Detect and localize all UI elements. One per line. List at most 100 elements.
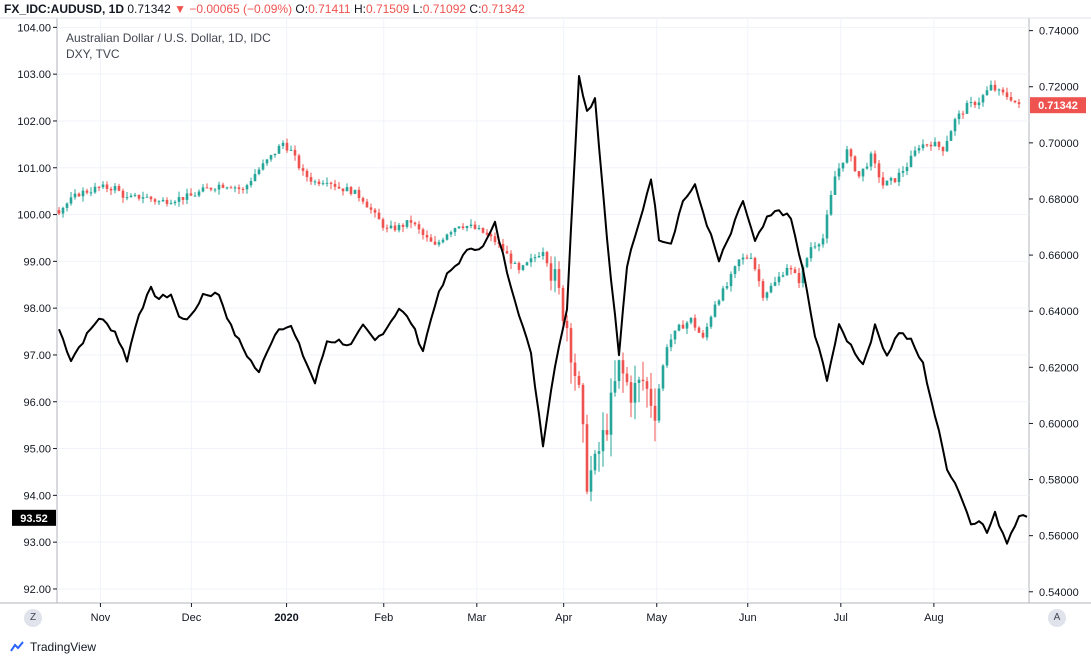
candle (593, 449, 597, 475)
candle (945, 135, 949, 153)
candle (853, 155, 857, 172)
time-tick-label: Feb (374, 612, 393, 624)
candle (689, 317, 693, 325)
zoom-button[interactable]: Z (24, 609, 42, 627)
candle (233, 185, 237, 193)
low-value: 0.71092 (422, 2, 467, 16)
candle (661, 364, 665, 392)
time-tick-label: Dec (182, 612, 202, 624)
candle (613, 360, 617, 397)
dxy-line (58, 75, 1028, 545)
candle (385, 224, 389, 233)
candle (537, 251, 541, 259)
symbol-header: FX_IDC:AUDUSD, 1D 0.71342 ▼ −0.00065 (−0… (4, 2, 525, 16)
candle (437, 239, 441, 247)
candle (781, 271, 785, 278)
candle (393, 221, 397, 232)
candle (369, 203, 373, 214)
candle (309, 172, 313, 185)
candle (597, 441, 601, 472)
candle (269, 154, 273, 162)
candle (657, 383, 661, 424)
candle (793, 266, 797, 274)
candle (713, 301, 717, 318)
high-label: H: (353, 2, 366, 16)
candle (505, 245, 509, 254)
right-tick-label: 0.54000 (1039, 587, 1079, 599)
tradingview-logo-icon (10, 641, 24, 652)
candle (877, 160, 881, 183)
candle (1017, 98, 1021, 109)
candle (865, 162, 869, 170)
candle (541, 247, 545, 260)
candle (405, 220, 409, 229)
candle (953, 117, 957, 136)
candle (861, 168, 865, 182)
candle (725, 282, 729, 290)
candle (777, 271, 781, 286)
candle (825, 209, 829, 244)
time-tick-label: Jun (739, 612, 757, 624)
candle (93, 182, 97, 194)
candle (941, 146, 945, 156)
candle (581, 383, 585, 443)
candle (621, 352, 625, 393)
candle (733, 265, 737, 279)
candle (805, 256, 809, 269)
right-tick-label: 0.74000 (1039, 26, 1079, 38)
candle (549, 256, 553, 291)
branding-text: TradingView (30, 640, 97, 654)
candle (133, 192, 137, 198)
candle (589, 455, 593, 502)
candle (229, 185, 233, 189)
high-value: 0.71509 (365, 2, 410, 16)
candle (325, 177, 329, 187)
candle (773, 276, 777, 287)
candle (117, 183, 121, 192)
candle (937, 141, 941, 151)
candle (105, 181, 109, 193)
candle (141, 191, 145, 204)
candle (481, 227, 485, 234)
candle (749, 252, 753, 260)
candle (917, 144, 921, 154)
candle (697, 326, 701, 334)
candle (125, 192, 129, 201)
candle (445, 233, 449, 241)
left-tick-label: 100.00 (17, 210, 51, 222)
candle (625, 366, 629, 386)
last-price: 0.71342 (127, 2, 171, 16)
candle (193, 192, 197, 197)
candle (429, 234, 433, 242)
symbol-label[interactable]: FX_IDC:AUDUSD, 1D (4, 2, 125, 16)
candle (205, 183, 209, 189)
candle (77, 192, 81, 198)
candle (293, 145, 297, 161)
auto-scale-button[interactable]: A (1048, 609, 1066, 627)
candle (785, 264, 789, 276)
candle (225, 186, 229, 190)
candle (397, 223, 401, 233)
time-tick-label: Jul (834, 612, 848, 624)
candle (885, 180, 889, 186)
candle (633, 365, 637, 420)
candle (513, 261, 517, 264)
candle (373, 208, 377, 218)
candle (741, 253, 745, 265)
candle (137, 194, 141, 201)
candle (677, 323, 681, 332)
candle (97, 186, 101, 192)
candle (849, 148, 853, 162)
tradingview-branding[interactable]: TradingView (10, 640, 96, 654)
candle (189, 188, 193, 196)
candle (665, 344, 669, 368)
candle (769, 282, 773, 294)
candle (89, 187, 93, 197)
candle (821, 233, 825, 248)
down-triangle-icon: ▼ (174, 2, 186, 16)
left-tick-label: 98.00 (23, 303, 51, 315)
candle (833, 170, 837, 196)
right-tick-label: 0.70000 (1039, 138, 1079, 150)
candle (1013, 100, 1017, 104)
